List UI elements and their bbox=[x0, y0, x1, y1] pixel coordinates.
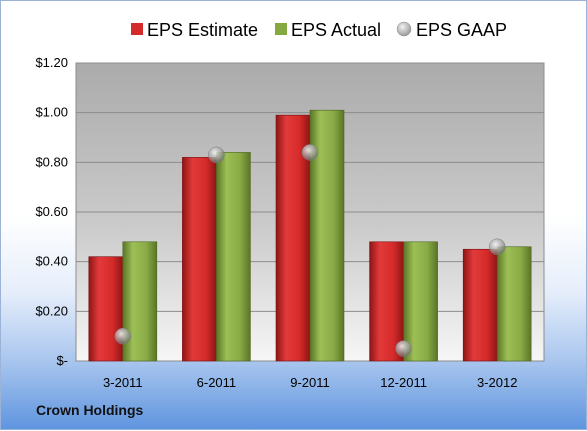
x-tick-label: 3-2011 bbox=[103, 375, 143, 390]
legend-swatch-eps-actual bbox=[275, 23, 287, 35]
legend: EPS Estimate EPS Actual EPS GAAP bbox=[131, 20, 507, 40]
y-axis-tick-labels: $- $0.20 $0.40 $0.60 $0.80 $1.00 $1.20 bbox=[35, 55, 68, 368]
company-name: Crown Holdings bbox=[36, 402, 144, 418]
legend-marker-eps-gaap bbox=[396, 21, 412, 37]
bar-eps-actual bbox=[403, 241, 438, 362]
x-axis-tick-labels: 3-2011 6-2011 9-2011 12-2011 3-2012 bbox=[103, 375, 517, 390]
x-tick-label: 9-2011 bbox=[290, 375, 330, 390]
marker-eps-gaap bbox=[301, 144, 319, 161]
y-tick-label: $1.00 bbox=[35, 105, 68, 120]
marker-eps-gaap bbox=[395, 340, 412, 357]
marker-eps-gaap bbox=[114, 327, 132, 345]
bars bbox=[88, 109, 532, 362]
y-tick-label: $1.20 bbox=[35, 55, 68, 70]
bar-eps-actual bbox=[122, 241, 158, 362]
y-tick-label: $0.20 bbox=[35, 303, 68, 318]
y-tick-label: $0.80 bbox=[35, 154, 68, 169]
x-tick-label: 3-2012 bbox=[477, 375, 517, 390]
legend-swatch-eps-estimate bbox=[131, 23, 143, 35]
y-tick-label: $0.40 bbox=[35, 254, 68, 269]
y-tick-label: $0.60 bbox=[35, 204, 68, 219]
marker-eps-gaap bbox=[208, 146, 225, 164]
y-tick-label: $- bbox=[56, 353, 68, 368]
marker-eps-gaap bbox=[488, 238, 506, 256]
legend-label-eps-estimate: EPS Estimate bbox=[147, 20, 258, 40]
x-tick-label: 6-2011 bbox=[197, 375, 237, 390]
bar-eps-actual bbox=[216, 152, 251, 362]
bar-eps-estimate bbox=[88, 256, 124, 362]
bar-eps-estimate bbox=[369, 241, 404, 362]
legend-label-eps-gaap: EPS GAAP bbox=[416, 20, 507, 40]
gaap-markers bbox=[114, 144, 506, 357]
legend-label-eps-actual: EPS Actual bbox=[291, 20, 381, 40]
bar-eps-actual bbox=[496, 246, 532, 362]
bar-eps-estimate bbox=[462, 248, 498, 362]
bar-eps-estimate bbox=[182, 157, 217, 362]
x-tick-label: 12-2011 bbox=[380, 375, 427, 390]
